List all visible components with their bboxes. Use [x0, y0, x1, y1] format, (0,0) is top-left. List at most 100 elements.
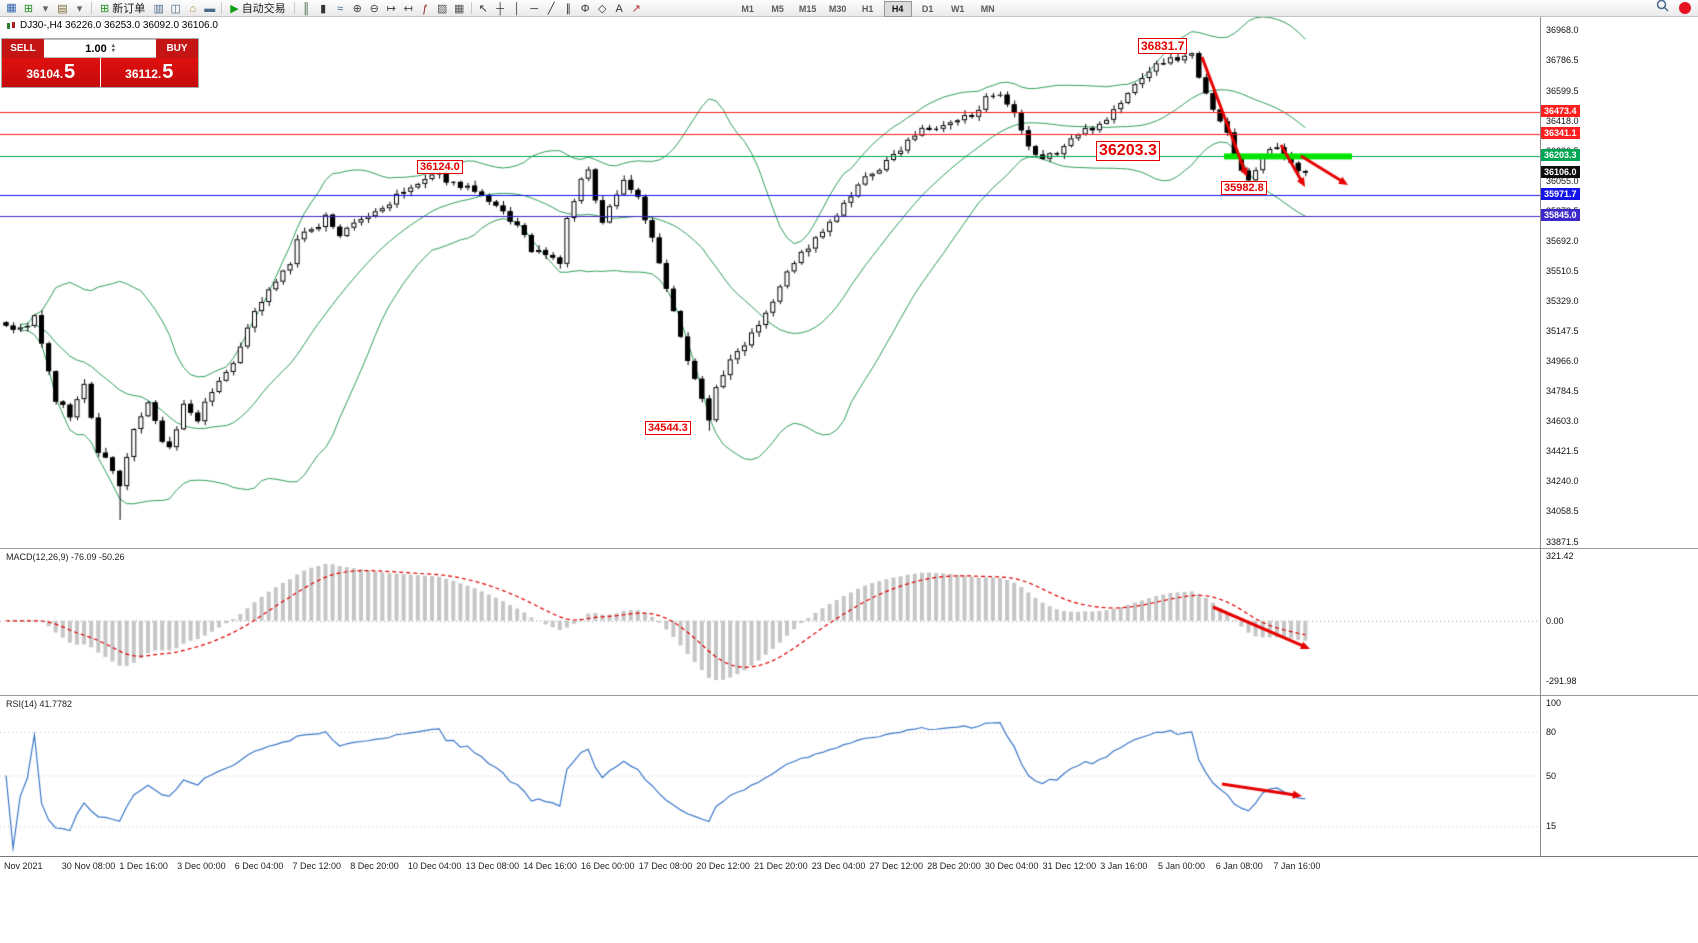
main-chart-panel: DJ30-,H4 36226.0 36253.0 36092.0 36106.0… [0, 17, 1698, 548]
timeframe-m1[interactable]: M1 [741, 4, 754, 14]
time-axis-label: 6 Jan 08:00 [1215, 861, 1263, 871]
indicators-icon[interactable]: ƒ [422, 3, 429, 15]
autotrading-button[interactable]: ▶ 自动交易 [225, 1, 290, 16]
marketwatch-icon[interactable]: ▥ [153, 3, 164, 15]
rsi-axis-tick: 15 [1546, 821, 1557, 832]
rsi-label: RSI(14) 41.7782 [6, 699, 73, 709]
price-tick: 36418.0 [1546, 115, 1579, 126]
time-axis-label: 10 Dec 04:00 [407, 861, 462, 871]
timeframe-m5[interactable]: M5 [771, 4, 784, 14]
macd-axis-tick: 0.00 [1546, 615, 1564, 626]
rsi-canvas[interactable] [0, 696, 1540, 855]
time-axis[interactable]: Nov 2021 30 Nov 08:00 1 Dec 16:00 3 Dec 00:… [0, 856, 1698, 877]
main-chart-canvas[interactable] [0, 17, 1540, 548]
price-annotation-label[interactable]: 36831.7 [1138, 38, 1188, 54]
timeframe-mn[interactable]: MN [980, 4, 995, 14]
auto-scroll-icon[interactable]: ↦ [386, 3, 396, 15]
new-chart-dropdown-icon[interactable]: ▾ [42, 3, 49, 15]
text-icon[interactable]: A [615, 3, 623, 15]
shapes-icon[interactable]: ◇ [597, 3, 607, 15]
notification-badge[interactable] [1679, 2, 1691, 14]
time-axis-label: 1 Dec 16:00 [119, 861, 168, 871]
volume-input[interactable]: 1.00 ▴ ▾ [44, 39, 156, 58]
rsi-axis-tick: 100 [1546, 698, 1562, 708]
time-axis-label: 7 Jan 16:00 [1273, 861, 1321, 871]
autotrading-label: 自动交易 [241, 3, 286, 15]
price-annotation-label[interactable]: 36203.3 [1096, 141, 1160, 161]
buy-header[interactable]: BUY [156, 39, 198, 58]
panel-separator[interactable] [0, 548, 1698, 549]
trendline-icon[interactable]: ╱ [547, 3, 555, 15]
profiles-dropdown-icon[interactable]: ▾ [76, 3, 83, 15]
timeframe-toolbar: M1 M5 M15 M30 H1 H4 D1 W1 MN [733, 0, 1003, 17]
price-tick: 34058.5 [1546, 506, 1579, 517]
time-axis-label: 31 Dec 12:00 [1042, 861, 1097, 871]
timeframe-m30[interactable]: M30 [828, 4, 847, 14]
volume-up-icon[interactable]: ▴ [111, 42, 115, 49]
price-tick: 36599.5 [1546, 85, 1579, 96]
time-axis-label: 27 Dec 12:00 [869, 861, 924, 871]
rsi-axis-tick: 80 [1546, 727, 1557, 737]
buy-button[interactable]: 36112. 5 [100, 58, 198, 87]
timeframe-h1[interactable]: H1 [861, 4, 874, 14]
time-axis-label: 17 Dec 08:00 [638, 861, 693, 871]
horizontal-line-icon[interactable]: ─ [530, 3, 539, 15]
panel-separator[interactable] [0, 695, 1698, 696]
timeframe-w1[interactable]: W1 [950, 4, 965, 14]
macd-label: MACD(12,26,9) -76.09 -50.26 [6, 552, 125, 562]
price-annotation-label[interactable]: 36124.0 [417, 160, 463, 174]
fibonacci-icon[interactable]: Φ [580, 3, 590, 15]
vertical-line-icon[interactable]: │ [513, 3, 521, 15]
data-window-icon[interactable]: ◫ [170, 3, 181, 15]
macd-axis-tick: -291.98 [1546, 676, 1577, 687]
time-axis-label: 30 Dec 04:00 [984, 861, 1039, 871]
macd-canvas[interactable] [0, 549, 1540, 695]
timeframe-d1[interactable]: D1 [921, 4, 934, 14]
zoom-out-icon[interactable]: ⊖ [369, 3, 379, 15]
price-tick: 34240.0 [1546, 476, 1579, 487]
price-annotation-label[interactable]: 35982.8 [1221, 181, 1267, 195]
chart-icon [7, 21, 15, 29]
chart-ohlc-title: DJ30-,H4 36226.0 36253.0 36092.0 36106.0 [6, 20, 218, 31]
toolbar-right [1656, 0, 1695, 17]
templates-icon[interactable]: ▨ [436, 3, 448, 15]
crosshair-icon[interactable]: ┼ [496, 3, 505, 15]
time-axis-label: 13 Dec 08:00 [465, 861, 520, 871]
rsi-axis-tick: 50 [1546, 770, 1557, 781]
terminal-icon[interactable]: ▬ [204, 3, 216, 15]
zoom-in-icon[interactable]: ⊕ [352, 3, 362, 15]
current-price-badge: 36106.0 [1541, 165, 1580, 178]
candlestick-chart-icon[interactable]: ▮ [320, 3, 327, 15]
time-axis-label: 7 Dec 12:00 [292, 861, 342, 871]
new-chart-icon[interactable]: ⊞ [23, 3, 34, 15]
price-tick: 34421.5 [1546, 446, 1579, 457]
time-axis-label: 8 Dec 20:00 [350, 861, 399, 871]
price-tick: 36968.0 [1546, 24, 1579, 35]
time-axis-label: 3 Dec 00:00 [177, 861, 226, 871]
price-annotation-label[interactable]: 34544.3 [645, 421, 691, 435]
price-tick: 33871.5 [1546, 536, 1579, 547]
timeframe-h4[interactable]: H4 [883, 1, 912, 17]
search-icon[interactable] [1656, 0, 1669, 17]
sell-header[interactable]: SELL [2, 39, 44, 58]
macd-axis-tick: 321.42 [1546, 551, 1574, 561]
channel-icon[interactable]: ∥ [565, 3, 571, 15]
time-axis-label: 20 Dec 12:00 [696, 861, 750, 871]
tile-windows-icon[interactable]: ▦ [453, 3, 465, 15]
bar-chart-icon[interactable]: ║ [302, 3, 311, 15]
cursor-icon[interactable]: ↖ [478, 3, 488, 15]
navigator-icon[interactable]: ⌂ [189, 3, 197, 15]
timeframe-m15[interactable]: M15 [798, 4, 817, 14]
time-axis-label: 28 Dec 20:00 [927, 861, 981, 871]
hline-price-badge: 35971.7 [1541, 187, 1580, 200]
profiles-icon[interactable]: ▤ [57, 3, 68, 15]
chart-shift-icon[interactable]: ↤ [403, 3, 413, 15]
arrows-tool-icon[interactable]: ↗ [631, 3, 641, 15]
time-axis-label: Nov 2021 [4, 861, 43, 871]
play-icon: ▶ [230, 2, 239, 15]
sell-button[interactable]: 36104. 5 [2, 58, 100, 87]
new-order-button[interactable]: ⊞ 新订单 [95, 1, 150, 16]
time-axis-label: 5 Jan 00:00 [1158, 861, 1206, 871]
volume-down-icon[interactable]: ▾ [111, 47, 115, 54]
line-chart-icon[interactable]: ≈ [337, 3, 344, 15]
